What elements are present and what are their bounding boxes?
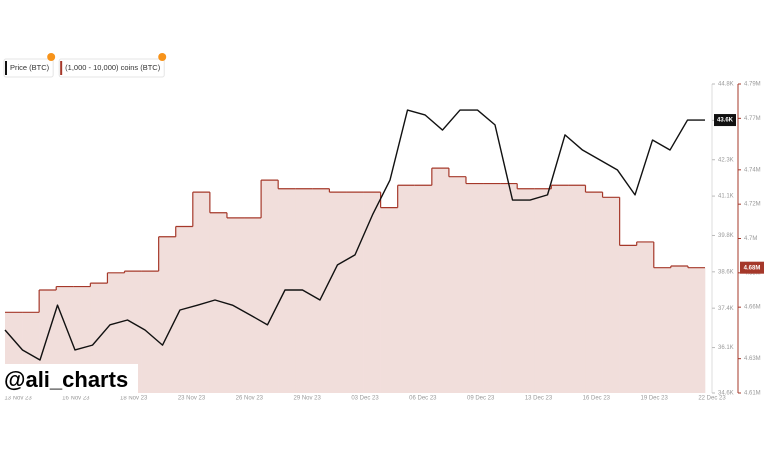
area-step — [124, 271, 142, 393]
y2-tick-label: 4.77M — [744, 116, 761, 122]
legend-label: (1,000 - 10,000) coins (BTC) — [65, 63, 161, 72]
x-tick-label: 09 Dec 23 — [467, 396, 495, 402]
area-step — [363, 192, 381, 393]
legend-entry: Price (BTC) — [3, 53, 56, 78]
legend-entry: (1,000 - 10,000) coins (BTC) — [58, 53, 167, 78]
legend-box — [58, 58, 165, 78]
area-step — [448, 176, 467, 393]
x-tick-label: 13 Nov 23 — [4, 396, 32, 402]
area-step — [568, 185, 586, 393]
area-step — [551, 185, 569, 393]
area-step — [244, 217, 262, 393]
area-step — [107, 272, 125, 393]
area-step — [602, 197, 620, 393]
area-step — [431, 168, 450, 393]
price-badge-label: 43.6K — [717, 118, 734, 124]
coins-badge-label: 4.68M — [744, 265, 761, 271]
y2-tick-label: 4.72M — [744, 202, 761, 208]
legend-icon — [47, 53, 56, 61]
area-step — [346, 192, 364, 393]
area-step — [209, 212, 228, 393]
y-tick-label: 37.4K — [718, 306, 734, 312]
area-step — [517, 188, 535, 393]
legend-label: Price (BTC) — [10, 63, 50, 72]
x-tick-label: 16 Dec 23 — [583, 396, 611, 402]
area-step — [192, 192, 211, 393]
area-step — [619, 245, 638, 393]
y-tick-label: 34.6K — [718, 391, 734, 397]
x-tick-label: 06 Dec 23 — [409, 396, 437, 402]
area-step — [312, 188, 330, 393]
area-step — [653, 267, 672, 393]
y-tick-label: 44.8K — [718, 82, 734, 88]
x-tick-label: 03 Dec 23 — [351, 396, 379, 402]
area-step — [636, 241, 655, 393]
area-step — [141, 271, 159, 393]
area-step — [500, 183, 518, 393]
area-step — [465, 183, 484, 393]
y2-tick-label: 4.74M — [744, 167, 761, 173]
x-tick-label: 19 Dec 23 — [640, 396, 668, 402]
y2-tick-label: 4.66M — [744, 305, 761, 311]
area-step — [534, 188, 552, 393]
x-tick-label: 16 Nov 23 — [62, 396, 90, 402]
x-tick-label: 29 Nov 23 — [293, 396, 321, 402]
y2-tick-label: 4.61M — [744, 391, 761, 397]
y-tick-label: 42.3K — [718, 157, 734, 163]
y2-tick-label: 4.63M — [744, 356, 761, 362]
credit: @ali_charts — [4, 367, 128, 392]
area-step — [278, 188, 296, 393]
area-step — [226, 217, 245, 393]
area-step — [414, 185, 433, 393]
x-tick-label: 22 Dec 23 — [698, 396, 726, 402]
price-badge — [714, 114, 736, 127]
legend-box — [3, 58, 54, 78]
area-step — [585, 192, 603, 393]
x-tick-label: 13 Dec 23 — [525, 396, 553, 402]
area-step — [261, 180, 279, 393]
area-step — [329, 192, 347, 393]
area-step — [397, 185, 416, 393]
area-step — [483, 183, 501, 393]
area-step — [158, 236, 177, 393]
area-step — [175, 226, 194, 393]
y-tick-label: 39.8K — [718, 233, 734, 239]
y-tick-label: 41.1K — [718, 194, 734, 200]
x-tick-label: 23 Nov 23 — [178, 396, 206, 402]
legend-icon — [158, 53, 167, 61]
y2-tick-label: 4.7M — [744, 236, 757, 242]
y2-tick-label: 4.79M — [744, 82, 761, 88]
y-tick-label: 36.1K — [718, 345, 734, 351]
coins-badge — [740, 261, 764, 274]
price-line — [4, 109, 705, 361]
area-step — [380, 207, 398, 393]
x-tick-label: 18 Nov 23 — [120, 396, 148, 402]
area-step — [670, 265, 689, 393]
area-step — [687, 267, 706, 393]
credit-bg — [0, 364, 138, 396]
y-tick-label: 38.6K — [718, 269, 734, 275]
x-tick-label: 26 Nov 23 — [236, 396, 264, 402]
